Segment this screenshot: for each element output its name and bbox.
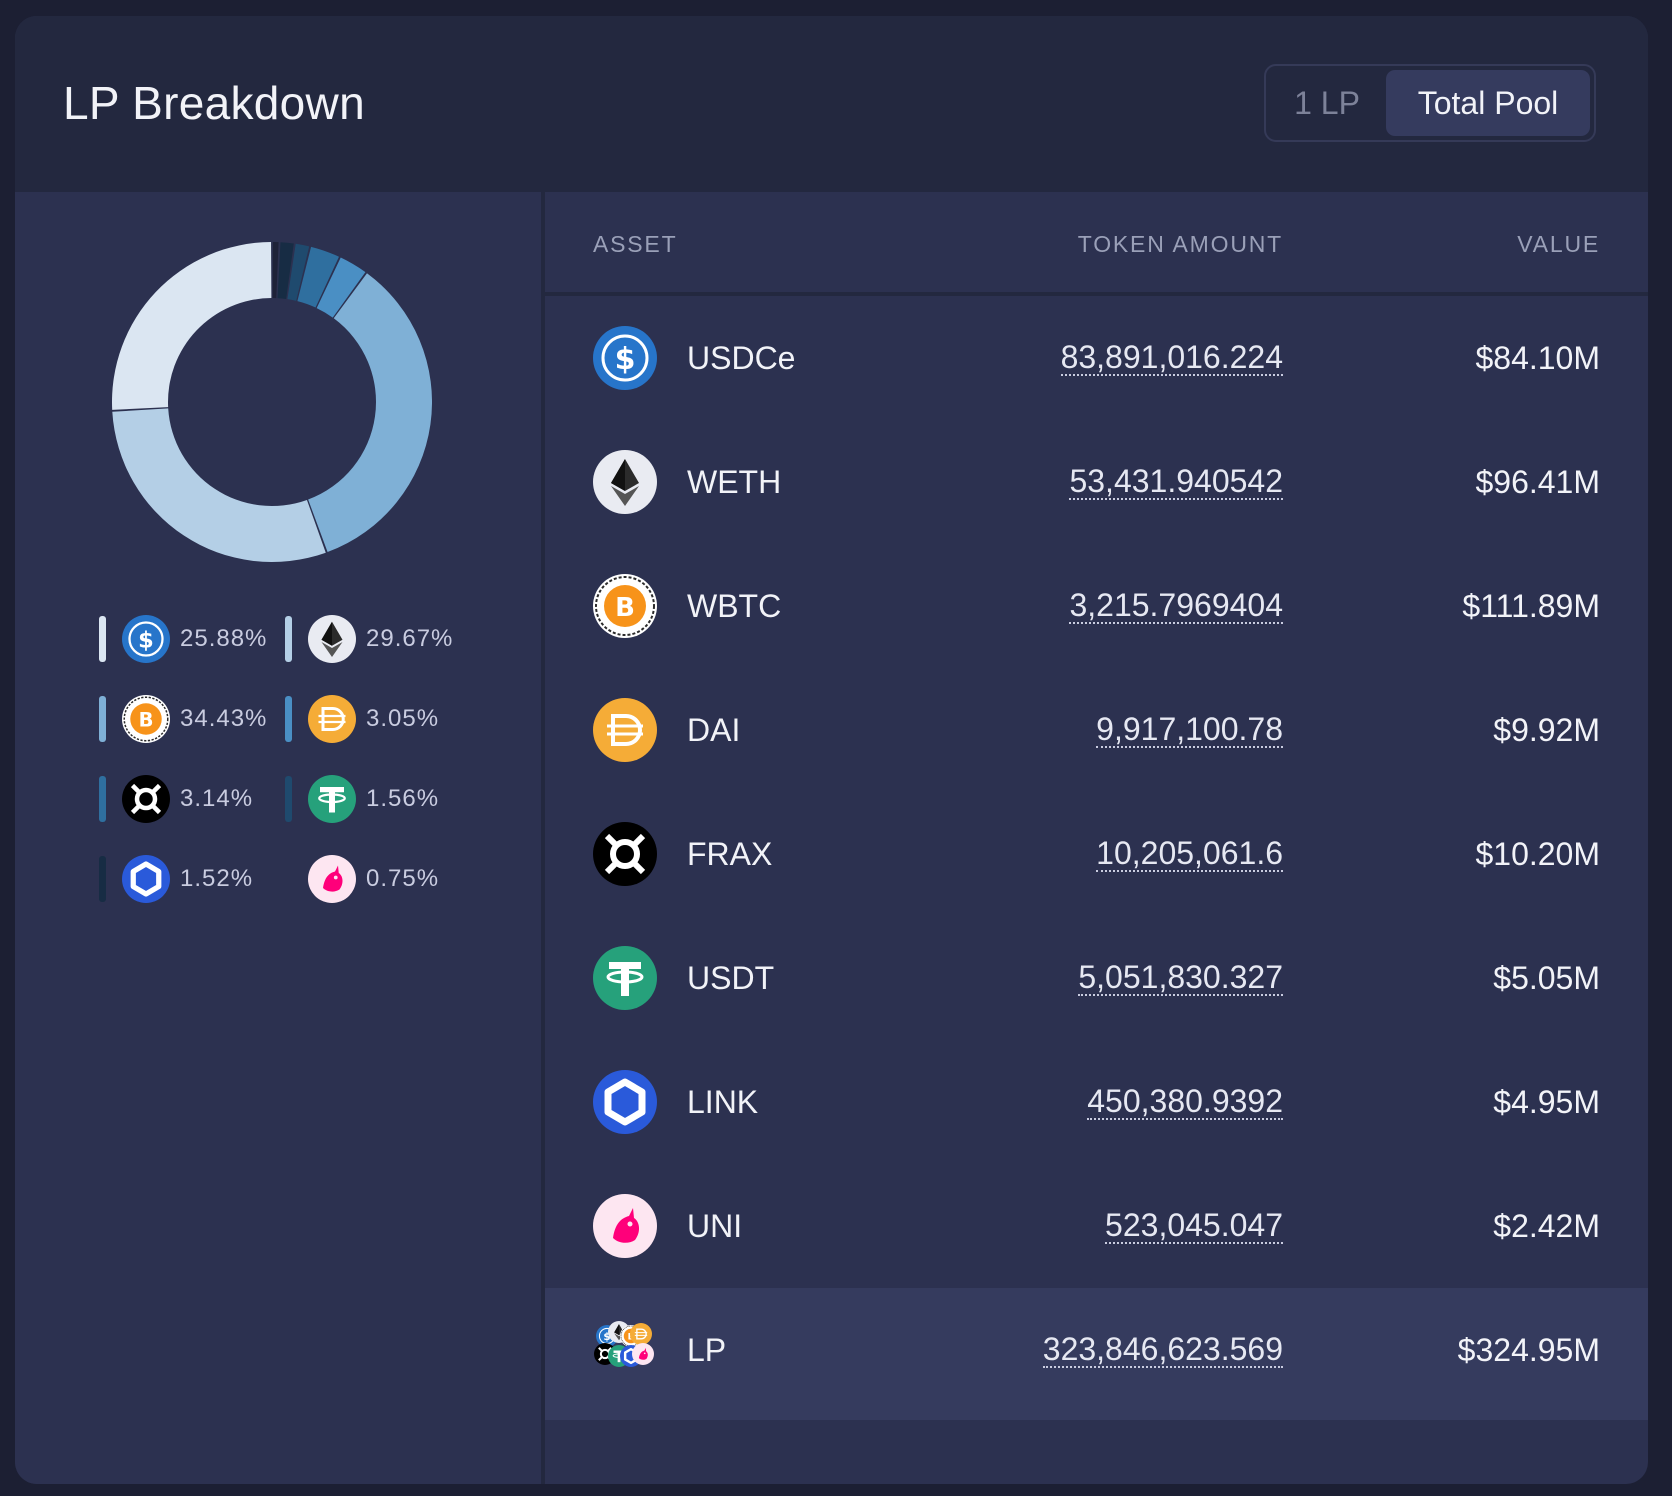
frax-icon	[122, 775, 170, 823]
legend-swatch	[285, 616, 292, 662]
legend-item: 1.56%	[285, 775, 439, 823]
legend-swatch	[285, 776, 292, 822]
asset-value: $84.10M	[1475, 340, 1600, 376]
asset-value: $2.42M	[1493, 1208, 1600, 1244]
legend-percent: 0.75%	[366, 865, 440, 892]
dai-icon	[308, 695, 356, 743]
token-amount[interactable]: 450,380.9392	[1087, 1083, 1283, 1120]
usdc-icon	[593, 326, 657, 390]
asset-symbol: WETH	[687, 464, 782, 500]
col-asset-header: ASSET	[593, 231, 678, 257]
donut-slice-wbtc[interactable]	[308, 273, 432, 553]
table-row[interactable]: DAI 9,917,100.78 $9.92M	[545, 668, 1648, 796]
legend-percent: 3.05%	[366, 705, 440, 732]
legend-item: 3.05%	[285, 695, 439, 743]
panel-divider	[541, 192, 545, 1484]
view-toggle: 1 LP Total Pool	[1264, 64, 1596, 142]
legend-swatch	[99, 696, 106, 742]
legend-item: 34.43%	[99, 695, 267, 743]
legend-item: 3.14%	[99, 775, 253, 823]
usdt-icon	[308, 775, 356, 823]
legend-item: 1.52%	[99, 855, 253, 903]
asset-symbol: LINK	[687, 1084, 759, 1120]
legend-item: 29.67%	[285, 615, 453, 663]
legend-percent: 29.67%	[366, 625, 454, 652]
legend-percent: 1.52%	[180, 865, 254, 892]
token-amount[interactable]: 523,045.047	[1105, 1207, 1283, 1244]
asset-symbol: USDT	[687, 960, 775, 996]
lp-breakdown-card: LP Breakdown 1 LP Total Pool 25.88% 29.67…	[15, 16, 1648, 1484]
uni-icon	[308, 855, 356, 903]
frax-icon	[593, 822, 657, 886]
col-value-header: VALUE	[1517, 231, 1600, 257]
table-row[interactable]: FRAX 10,205,061.6 $10.20M	[545, 792, 1648, 920]
legend-percent: 3.14%	[180, 785, 254, 812]
donut-slice-uni[interactable]	[272, 242, 279, 299]
table-row[interactable]: UNI 523,045.047 $2.42M	[545, 1164, 1648, 1292]
legend-swatch	[285, 856, 292, 902]
asset-symbol: USDCe	[687, 340, 796, 376]
asset-symbol: UNI	[687, 1208, 743, 1244]
table-row[interactable]: LINK 450,380.9392 $4.95M	[545, 1040, 1648, 1168]
card-header: LP Breakdown 1 LP Total Pool	[15, 16, 1648, 192]
table-row-total[interactable]: LP 323,846,623.569 $324.95M	[545, 1288, 1648, 1420]
asset-value: $96.41M	[1475, 464, 1600, 500]
usdt-icon	[593, 946, 657, 1010]
legend-item: 0.75%	[285, 855, 439, 903]
uni-icon	[593, 1194, 657, 1258]
allocation-donut-chart	[112, 242, 432, 562]
legend-swatch	[99, 776, 106, 822]
link-icon	[593, 1070, 657, 1134]
legend-percent: 34.43%	[180, 705, 268, 732]
token-amount[interactable]: 10,205,061.6	[1096, 835, 1283, 872]
table-row[interactable]: USDCe 83,891,016.224 $84.10M	[545, 296, 1648, 424]
legend-percent: 1.56%	[366, 785, 440, 812]
token-amount[interactable]: 3,215.7969404	[1069, 587, 1283, 624]
usdce-icon	[122, 615, 170, 663]
asset-value: $4.95M	[1493, 1084, 1600, 1120]
legend-swatch	[99, 856, 106, 902]
chart-panel	[15, 192, 541, 1484]
legend-swatch	[99, 616, 106, 662]
breakdown-table: ASSET TOKEN AMOUNT VALUE USDCe 83,891,016…	[545, 192, 1648, 1484]
donut-slice-frax[interactable]	[297, 246, 339, 308]
legend-item: 25.88%	[99, 615, 267, 663]
asset-symbol: DAI	[687, 712, 741, 748]
asset-value: $10.20M	[1475, 836, 1600, 872]
asset-value: $324.95M	[1457, 1332, 1600, 1368]
legend-swatch	[285, 696, 292, 742]
asset-value: $9.92M	[1493, 712, 1600, 748]
lp-stack-icon	[594, 1321, 654, 1367]
wbtc-icon	[122, 695, 170, 743]
token-amount[interactable]: 5,051,830.327	[1078, 959, 1283, 996]
token-amount[interactable]: 323,846,623.569	[1042, 1331, 1283, 1368]
table-row[interactable]: WBTC 3,215.7969404 $111.89M	[545, 544, 1648, 672]
eth-icon	[593, 450, 657, 514]
donut-slice-usdce[interactable]	[112, 242, 272, 410]
token-amount[interactable]: 9,917,100.78	[1096, 711, 1283, 748]
donut-slice-usdt[interactable]	[287, 243, 310, 301]
token-amount[interactable]: 53,431.940542	[1069, 463, 1283, 500]
weth-icon	[308, 615, 356, 663]
toggle-total-pool-button[interactable]: Total Pool	[1386, 70, 1590, 136]
col-amount-header: TOKEN AMOUNT	[1077, 231, 1283, 257]
asset-value: $5.05M	[1493, 960, 1600, 996]
asset-symbol: WBTC	[687, 588, 782, 624]
table-row[interactable]: WETH 53,431.940542 $96.41M	[545, 420, 1648, 548]
toggle-1lp-button[interactable]: 1 LP	[1294, 85, 1360, 121]
asset-symbol: FRAX	[687, 836, 773, 872]
table-row[interactable]: USDT 5,051,830.327 $5.05M	[545, 916, 1648, 1044]
link-icon	[122, 855, 170, 903]
asset-symbol: LP	[687, 1332, 727, 1368]
donut-slice-dai[interactable]	[316, 257, 366, 318]
legend-percent: 25.88%	[180, 625, 268, 652]
page-title: LP Breakdown	[63, 77, 365, 129]
dai-icon	[593, 698, 657, 762]
btc-icon	[593, 574, 657, 638]
table-header: ASSET TOKEN AMOUNT VALUE	[545, 192, 1648, 296]
donut-slice-link[interactable]	[277, 242, 294, 299]
donut-slice-weth[interactable]	[112, 408, 326, 562]
token-amount[interactable]: 83,891,016.224	[1060, 339, 1283, 376]
asset-value: $111.89M	[1462, 588, 1600, 624]
